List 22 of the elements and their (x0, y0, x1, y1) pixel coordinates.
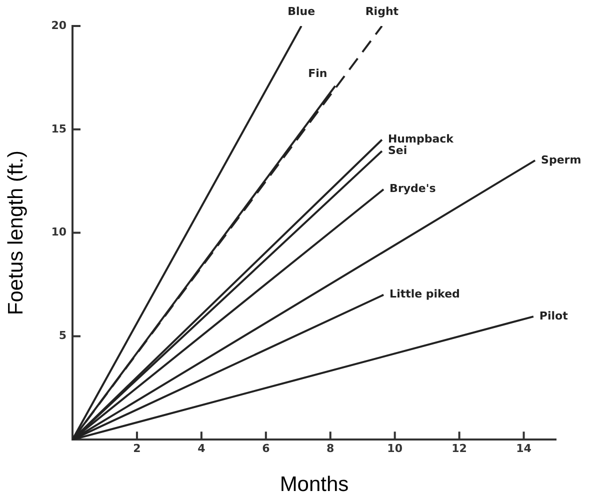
series-label: Little piked (390, 288, 460, 301)
y-tick-label: 20 (51, 18, 67, 32)
series-label: Sperm (541, 153, 582, 166)
x-tick-label: 4 (198, 442, 206, 456)
y-tick-label: 5 (58, 329, 67, 342)
series-label: Bryde's (390, 182, 436, 196)
x-axis-title: Months (280, 473, 349, 496)
series-label: Right (365, 4, 399, 18)
x-tick-label: 2 (133, 442, 141, 456)
series-label: Fin (308, 66, 328, 80)
series-label: Sei (388, 144, 408, 157)
x-tick-label: 8 (326, 442, 334, 456)
series-label: Humpback (388, 132, 454, 146)
x-tick-label: 14 (516, 442, 532, 456)
x-tick-label: 6 (262, 442, 270, 456)
series-label: Pilot (539, 309, 568, 322)
y-tick-label: 15 (51, 122, 67, 136)
series-label: Blue (288, 4, 316, 18)
y-axis-title: Foetus length (ft.) (4, 150, 28, 316)
x-tick-label: 12 (452, 442, 467, 456)
x-tick-label: 10 (387, 442, 403, 456)
y-tick-label: 10 (51, 226, 67, 239)
